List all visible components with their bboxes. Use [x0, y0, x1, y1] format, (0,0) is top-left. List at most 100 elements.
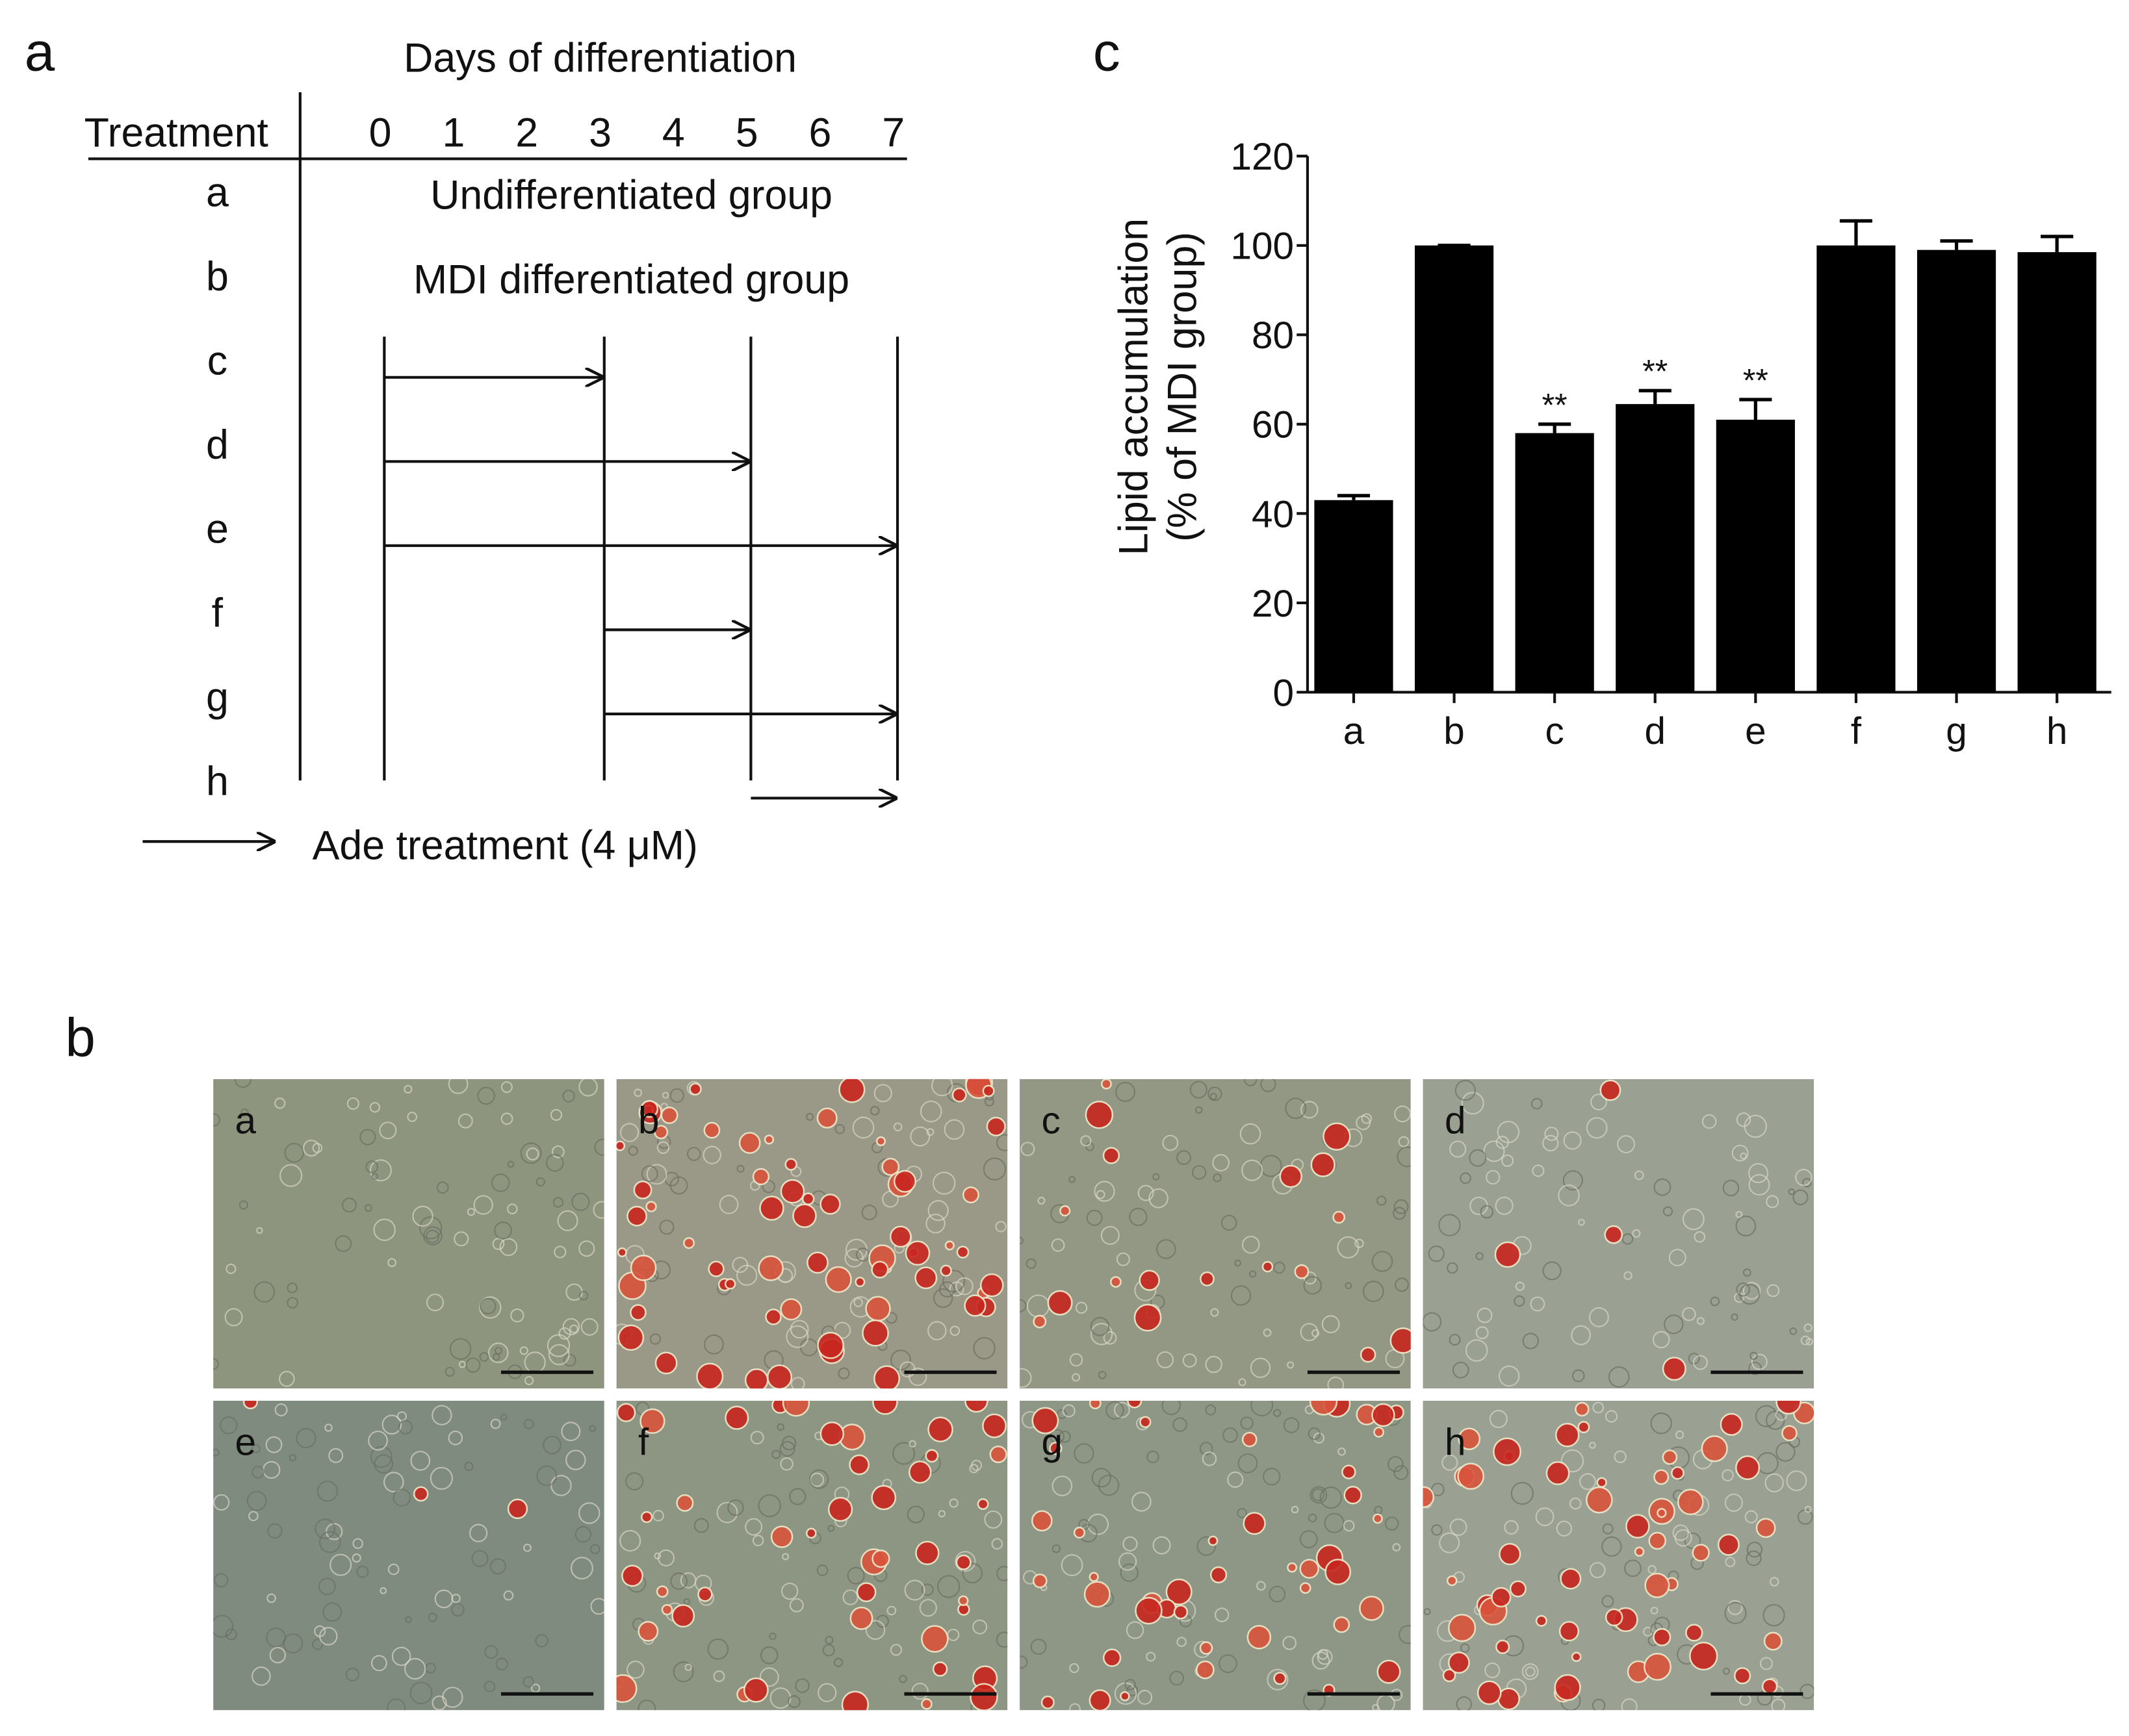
cell: [449, 1338, 472, 1360]
cell: [1234, 1259, 1242, 1267]
cell: [1069, 1703, 1081, 1711]
micrograph-bg: [616, 1400, 1008, 1711]
cell: [1652, 1331, 1670, 1349]
cell: [425, 1229, 439, 1244]
cell: [1746, 1550, 1762, 1566]
lipid-droplet: [1545, 1461, 1570, 1485]
cell: [1202, 1451, 1217, 1466]
day-label: 5: [736, 110, 758, 156]
cell: [558, 1327, 571, 1340]
cell: [892, 1442, 916, 1465]
lipid-droplet: [964, 1400, 988, 1413]
lipid-droplet: [1089, 1400, 1102, 1410]
cell: [489, 1558, 506, 1575]
cell: [996, 1566, 1008, 1581]
cell: [1562, 1170, 1583, 1191]
cell: [1800, 1335, 1811, 1346]
cell: [412, 1205, 433, 1227]
cell: [396, 1411, 407, 1422]
cell: [1319, 1486, 1343, 1509]
cell: [1683, 1208, 1705, 1231]
cell: [673, 1661, 694, 1683]
cell: [283, 1633, 303, 1653]
cell: [284, 1143, 304, 1163]
cell: [1285, 1097, 1307, 1119]
cell: [1250, 1357, 1271, 1378]
micrograph: e: [213, 1400, 604, 1711]
lipid-droplet: [1717, 1533, 1740, 1556]
cell: [1371, 1251, 1393, 1272]
x-tick-label: f: [1851, 710, 1862, 752]
cell: [342, 1197, 357, 1213]
cell: [1501, 1154, 1514, 1168]
cell: [365, 1160, 378, 1173]
lipid-droplet: [849, 1606, 873, 1630]
cell: [224, 1308, 243, 1327]
cell: [736, 1164, 745, 1173]
cell: [789, 1598, 804, 1613]
cell: [1735, 1211, 1743, 1218]
cell: [1113, 1401, 1130, 1418]
cell: [1504, 1520, 1519, 1535]
cell: [781, 1582, 799, 1600]
cell: [713, 1670, 725, 1682]
cell: [938, 1510, 946, 1518]
cell: [436, 1181, 449, 1194]
cell: [1075, 1301, 1088, 1314]
cell: [865, 1620, 886, 1640]
cell: [1789, 1327, 1798, 1335]
cell: [1248, 1270, 1257, 1278]
cell: [1662, 1206, 1673, 1217]
cell: [1766, 1410, 1785, 1430]
lipid-droplet: [932, 1661, 948, 1677]
cell: [1535, 1507, 1555, 1526]
cell: [1059, 1431, 1071, 1443]
cell: [1182, 1353, 1197, 1368]
cell: [1098, 1474, 1120, 1496]
lipid-droplet: [633, 1181, 652, 1200]
cell: [1137, 1184, 1154, 1201]
lipid-droplet: [881, 1158, 900, 1176]
lipid-droplet: [986, 1116, 1006, 1136]
cell: [1393, 1206, 1406, 1220]
lipid-droplet: [856, 1582, 877, 1602]
lipid-droplet: [1447, 1652, 1470, 1674]
cell: [246, 1490, 267, 1511]
cell: [346, 1097, 359, 1110]
cell: [369, 1159, 392, 1182]
cell: [1393, 1199, 1409, 1214]
cell: [1091, 1468, 1111, 1488]
cell: [822, 1644, 835, 1657]
cell: [1030, 1639, 1047, 1655]
lipid-droplet: [825, 1266, 852, 1294]
cell: [727, 1499, 744, 1516]
cell: [1287, 1361, 1295, 1369]
cell: [1800, 1683, 1814, 1699]
cell: [391, 1646, 411, 1666]
cell: [248, 1511, 259, 1522]
lipid-droplet: [1373, 1426, 1385, 1438]
cell: [1189, 1080, 1207, 1099]
cell: [1623, 1271, 1632, 1281]
cell: [593, 1201, 604, 1219]
lipid-droplet: [617, 1247, 627, 1258]
cell: [1241, 1159, 1263, 1181]
cell: [213, 1358, 219, 1370]
cell: [1725, 1557, 1736, 1568]
cell: [669, 1088, 684, 1103]
lipid-droplet: [1653, 1469, 1670, 1485]
cell: [562, 1318, 580, 1336]
lipid-droplet: [1273, 1672, 1287, 1685]
cell: [1449, 1334, 1461, 1346]
lipid-droplet: [1376, 1659, 1401, 1684]
lipid-droplet: [1102, 1648, 1122, 1667]
cell: [519, 1346, 528, 1355]
lipid-droplet: [1558, 1621, 1580, 1642]
cell: [1498, 1365, 1520, 1387]
cell: [1161, 1400, 1181, 1416]
panel-label: a: [25, 21, 55, 83]
cell: [1311, 1329, 1320, 1338]
cell: [1515, 1281, 1525, 1291]
lipid-droplet: [1059, 1205, 1071, 1217]
lipid-droplet: [989, 1445, 1007, 1464]
